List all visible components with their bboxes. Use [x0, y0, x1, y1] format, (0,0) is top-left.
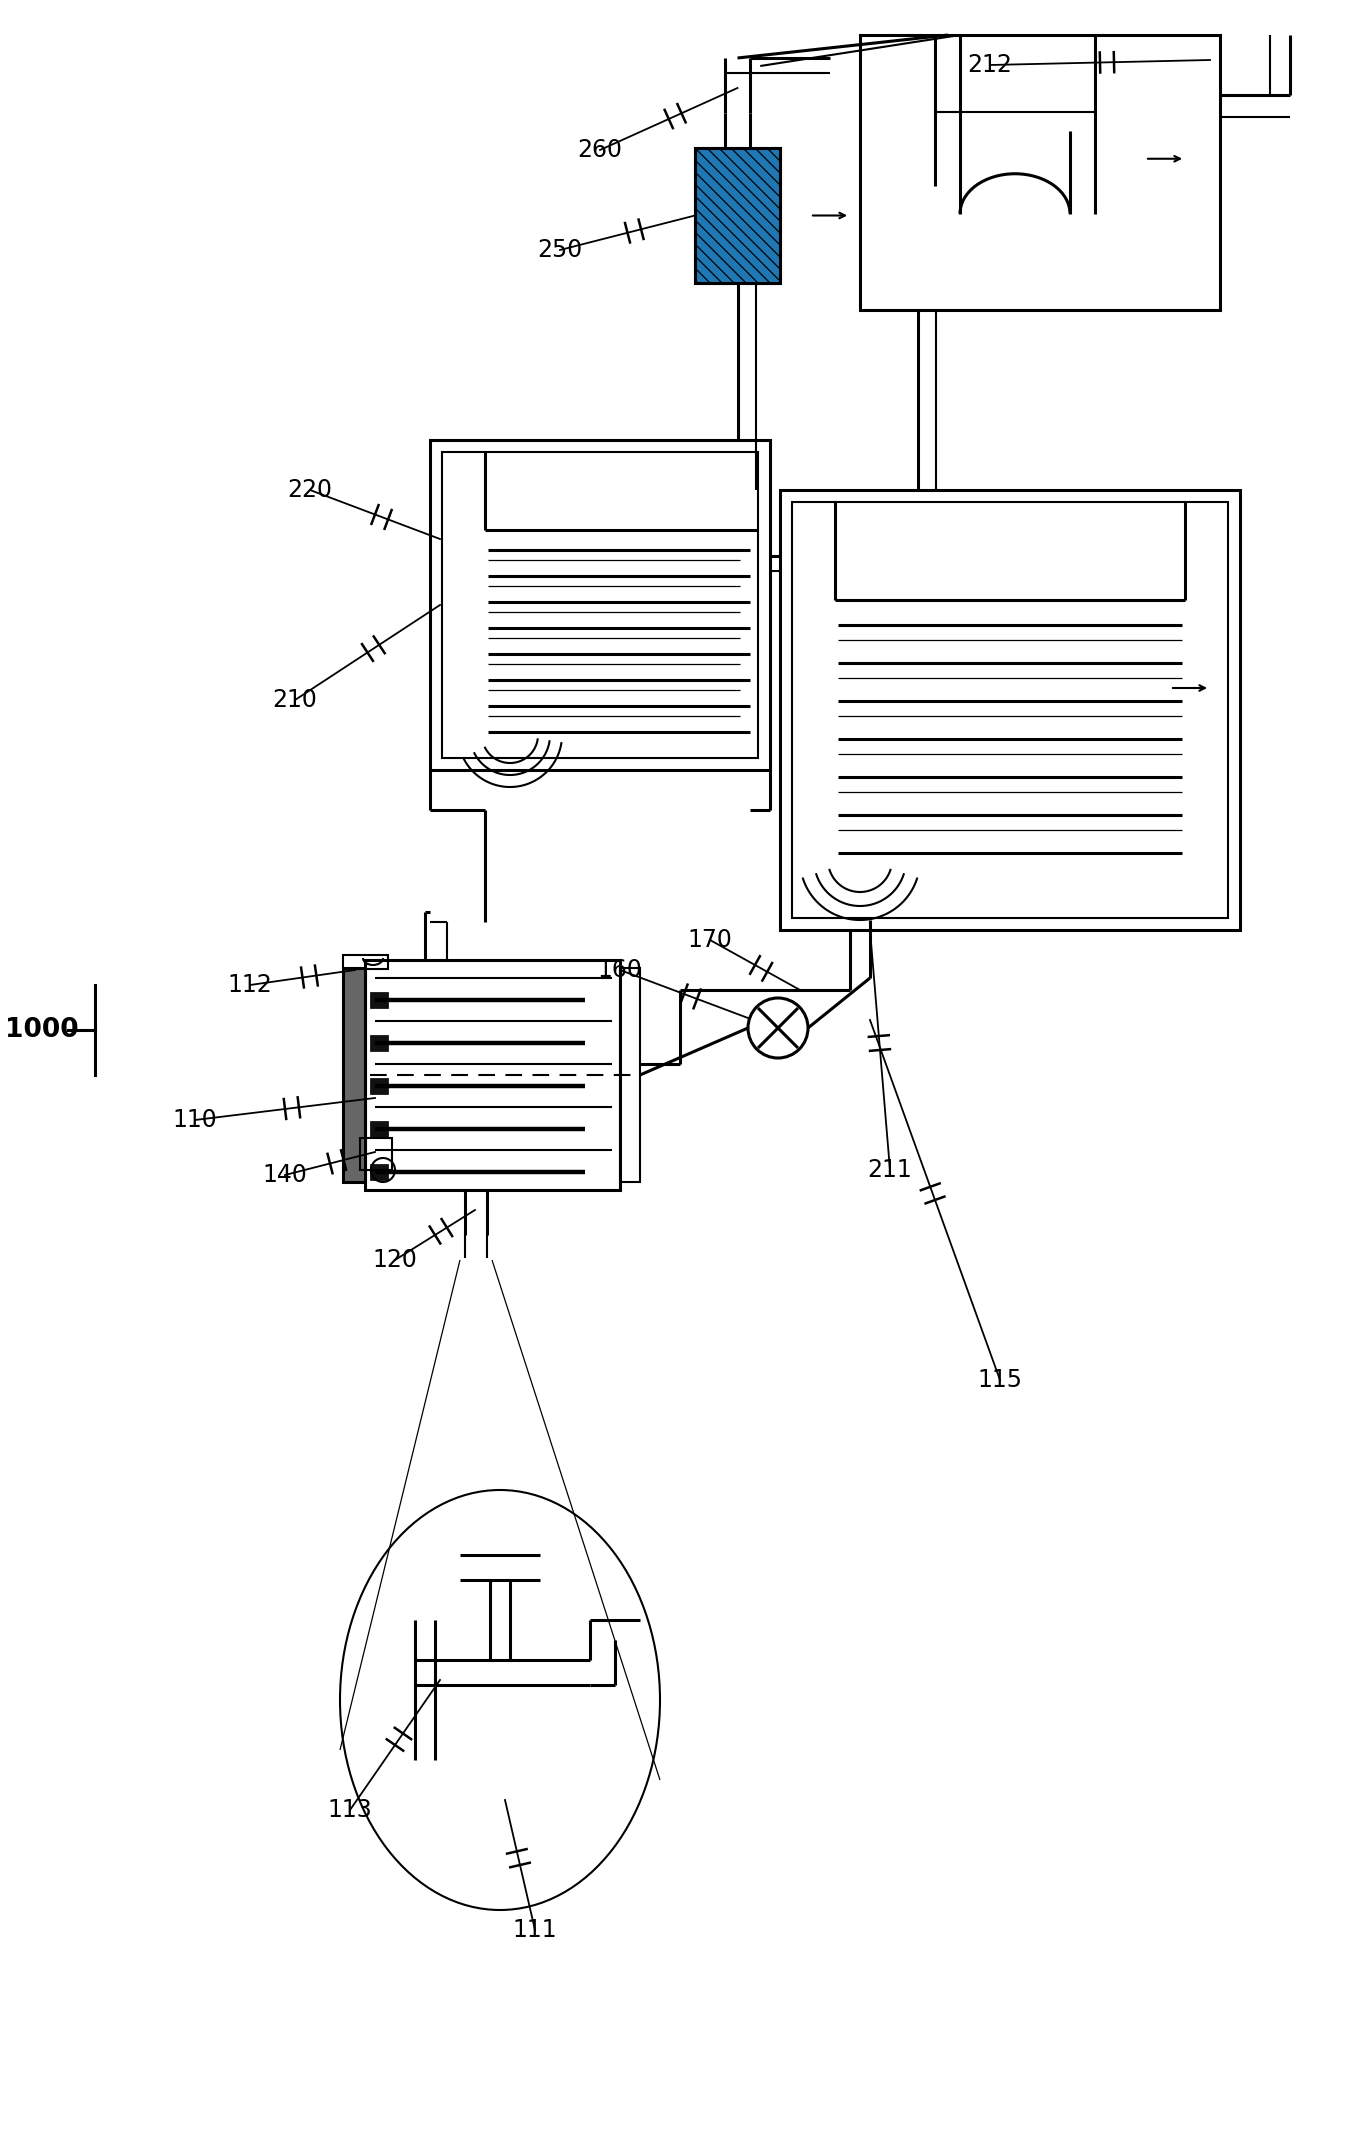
Bar [370, 1077, 389, 1095]
Text: 210: 210 [272, 688, 317, 711]
Text: 120: 120 [372, 1249, 417, 1272]
Bar [695, 148, 780, 283]
Bar [792, 501, 1228, 919]
Text: 1000: 1000 [5, 1017, 79, 1043]
Bar [620, 968, 640, 1182]
Bar [695, 148, 780, 283]
Bar [860, 34, 1220, 311]
Text: 115: 115 [978, 1369, 1022, 1392]
Text: 111: 111 [513, 1917, 558, 1943]
Bar [360, 1137, 393, 1170]
Text: 110: 110 [172, 1107, 218, 1131]
Bar [370, 1163, 389, 1180]
Text: 260: 260 [578, 137, 623, 163]
Bar [343, 955, 389, 968]
Bar [370, 992, 389, 1007]
Bar [695, 148, 780, 283]
Bar [441, 452, 758, 758]
Bar [370, 1035, 389, 1052]
Text: 170: 170 [688, 927, 733, 951]
Text: 250: 250 [538, 238, 582, 261]
Text: 211: 211 [868, 1159, 913, 1182]
Text: 220: 220 [287, 478, 333, 501]
Bar [366, 960, 620, 1191]
Text: 113: 113 [328, 1797, 372, 1823]
Bar [343, 968, 366, 1182]
Text: 140: 140 [263, 1163, 307, 1187]
Text: 112: 112 [227, 972, 272, 996]
Text: 160: 160 [597, 957, 642, 981]
Bar [370, 1120, 389, 1137]
Bar [780, 491, 1240, 930]
Text: 212: 212 [968, 54, 1013, 77]
Bar [431, 439, 770, 769]
